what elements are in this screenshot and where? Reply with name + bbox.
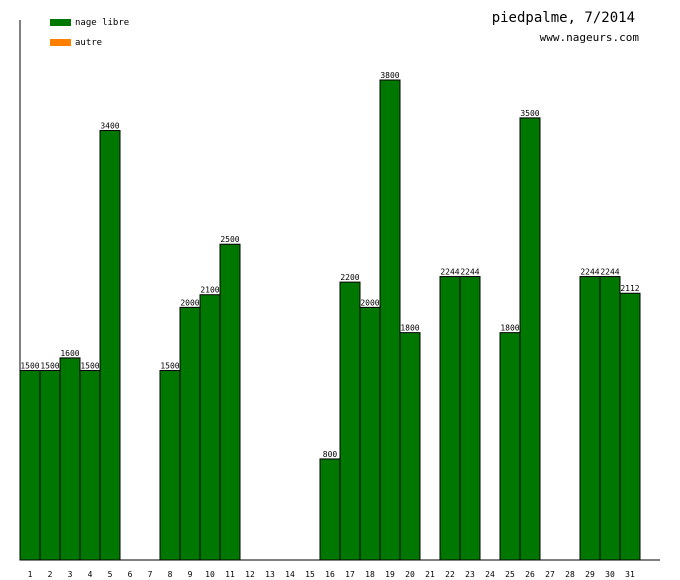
bar-nage-libre-day-29 [579,276,601,561]
bar-nage-libre-day-17 [339,281,361,561]
x-tick-label-31: 31 [625,570,635,579]
x-tick-label-14: 14 [285,570,295,579]
chart-subtitle: www.nageurs.com [540,31,640,44]
x-tick-label-11: 11 [225,570,235,579]
x-tick-label-23: 23 [465,570,475,579]
data-label-day-17: 2200 [340,273,359,282]
bar-nage-libre-day-31 [619,292,641,561]
data-label-day-23: 2244 [460,268,479,277]
data-label-day-22: 2244 [440,268,459,277]
x-tick-label-13: 13 [265,570,275,579]
data-label-day-2: 1500 [40,362,59,371]
data-label-day-25: 1800 [500,324,519,333]
bar-nage-libre-day-1 [19,370,41,561]
bar-nage-libre-day-4 [79,370,101,561]
x-tick-label-3: 3 [68,570,73,579]
data-label-day-5: 3400 [100,122,119,131]
bar-nage-libre-day-18 [359,306,381,561]
bar-nage-libre-day-9 [179,306,201,561]
x-tick-label-29: 29 [585,570,595,579]
x-tick-label-21: 21 [425,570,435,579]
x-tick-label-22: 22 [445,570,455,579]
data-label-day-1: 1500 [20,362,39,371]
legend-label-autre: autre [75,38,102,48]
data-label-day-20: 1800 [400,324,419,333]
x-tick-label-25: 25 [505,570,515,579]
x-tick-label-16: 16 [325,570,335,579]
x-tick-label-18: 18 [365,570,375,579]
x-tick-label-2: 2 [48,570,53,579]
bar-nage-libre-day-5 [99,130,121,561]
x-tick-labels-layer: 1 2 3 4 5 6 7 8 9 10 11 12 13 14 15 16 17 18 19 20 21 22 23 24 2… [28,570,635,579]
data-label-day-10: 2100 [200,286,219,295]
chart-title: piedpalme, 7/2014 [492,10,635,26]
bar-nage-libre-day-25 [499,332,521,561]
data-labels-layer: 1500 150016001500340015002000210025008002… [20,71,639,459]
legend-swatch-autre [50,39,71,46]
legend: nage libre autre [50,18,129,48]
bar-nage-libre-day-3 [59,357,81,561]
x-tick-label-30: 30 [605,570,615,579]
data-label-day-11: 2500 [220,235,239,244]
x-tick-label-15: 15 [305,570,315,579]
bar-nage-libre-day-22 [439,276,461,561]
data-label-day-26: 3500 [520,109,539,118]
data-label-day-9: 2000 [180,298,199,307]
data-label-day-8: 1500 [160,362,179,371]
x-tick-label-1: 1 [28,570,33,579]
data-label-day-19: 3800 [380,71,399,80]
data-label-day-4: 1500 [80,362,99,371]
bar-nage-libre-day-23 [459,276,481,561]
legend-swatch-nage-libre [50,19,71,26]
data-label-day-29: 2244 [580,268,599,277]
x-tick-label-7: 7 [148,570,153,579]
bar-nage-libre-day-20 [399,332,421,561]
x-tick-label-4: 4 [88,570,93,579]
data-label-day-31: 2112 [620,284,639,293]
x-tick-label-20: 20 [405,570,415,579]
x-tick-label-12: 12 [245,570,255,579]
x-tick-label-24: 24 [485,570,495,579]
bar-nage-libre-day-11 [219,243,241,561]
x-tick-label-26: 26 [525,570,535,579]
x-tick-label-6: 6 [128,570,133,579]
bar-nage-libre-day-26 [519,117,541,561]
x-tick-label-19: 19 [385,570,395,579]
bar-nage-libre-day-16 [319,458,341,561]
data-label-day-18: 2000 [360,298,379,307]
bar-nage-libre-day-10 [199,294,221,561]
legend-label-nage-libre: nage libre [75,18,129,28]
bar-nage-libre-day-8 [159,370,181,561]
x-tick-label-9: 9 [188,570,193,579]
data-label-day-16: 800 [323,450,338,459]
data-label-day-3: 1600 [60,349,79,358]
bar-nage-libre-day-2 [39,370,61,561]
bars-layer [19,79,641,561]
bar-nage-libre-day-30 [599,276,621,561]
bar-nage-libre-day-19 [379,79,401,561]
x-tick-label-5: 5 [108,570,113,579]
x-tick-label-28: 28 [565,570,575,579]
x-tick-label-8: 8 [168,570,173,579]
x-tick-label-17: 17 [345,570,355,579]
x-tick-label-10: 10 [205,570,215,579]
x-tick-label-27: 27 [545,570,555,579]
data-label-day-30: 2244 [600,268,619,277]
